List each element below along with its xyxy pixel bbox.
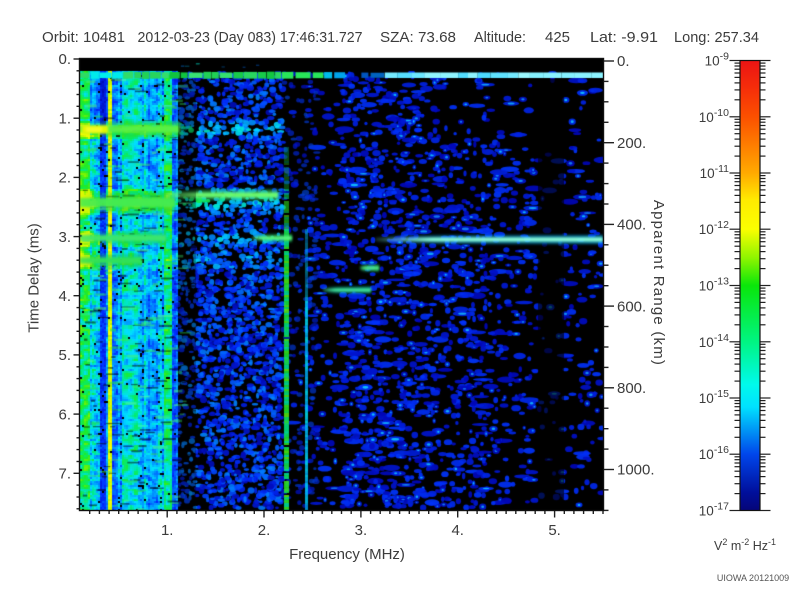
svg-text:SZA: 73.68: SZA: 73.68 (380, 29, 456, 46)
svg-text:600.: 600. (617, 298, 646, 315)
svg-text:10-15: 10-15 (699, 388, 729, 406)
svg-text:Long: 257.34: Long: 257.34 (674, 29, 759, 46)
svg-text:Lat: -9.91: Lat: -9.91 (590, 29, 658, 46)
svg-text:1.: 1. (58, 110, 71, 127)
svg-text:3.: 3. (355, 522, 368, 539)
svg-text:10-13: 10-13 (699, 276, 729, 294)
svg-text:4.: 4. (58, 288, 71, 305)
svg-text:0.: 0. (58, 51, 71, 68)
svg-text:10-14: 10-14 (699, 332, 729, 350)
svg-text:2.: 2. (58, 170, 71, 187)
svg-text:800.: 800. (617, 380, 646, 397)
svg-text:425: 425 (545, 29, 570, 46)
svg-text:2.: 2. (258, 522, 271, 539)
svg-text:Apparent Range (km): Apparent Range (km) (650, 200, 667, 366)
svg-text:Time Delay (ms): Time Delay (ms) (26, 223, 43, 332)
svg-text:6.: 6. (58, 406, 71, 423)
svg-text:2012-03-23 (Day 083) 17:46:31.: 2012-03-23 (Day 083) 17:46:31.727 (138, 29, 363, 46)
svg-text:4.: 4. (451, 522, 464, 539)
svg-text:10-11: 10-11 (700, 163, 730, 181)
svg-text:UIOWA 20121009: UIOWA 20121009 (717, 573, 789, 583)
svg-text:10-9: 10-9 (705, 51, 730, 69)
svg-text:10-16: 10-16 (699, 444, 729, 462)
svg-text:5.: 5. (58, 347, 71, 364)
svg-text:400.: 400. (617, 217, 646, 234)
svg-text:Orbit: 10481: Orbit: 10481 (42, 29, 125, 46)
svg-text:1000.: 1000. (617, 462, 655, 479)
svg-text:7.: 7. (58, 466, 71, 483)
svg-text:200.: 200. (617, 135, 646, 152)
svg-text:10-12: 10-12 (699, 219, 729, 237)
svg-text:5.: 5. (548, 522, 561, 539)
svg-text:Altitude:: Altitude: (474, 29, 526, 46)
svg-text:1.: 1. (161, 522, 174, 539)
svg-text:3.: 3. (58, 229, 71, 246)
svg-text:10-10: 10-10 (699, 107, 729, 125)
svg-text:0.: 0. (617, 53, 630, 70)
svg-text:10-17: 10-17 (699, 501, 729, 519)
svg-text:Frequency (MHz): Frequency (MHz) (289, 546, 405, 563)
svg-text:V2 m-2 Hz-1: V2 m-2 Hz-1 (714, 537, 776, 553)
